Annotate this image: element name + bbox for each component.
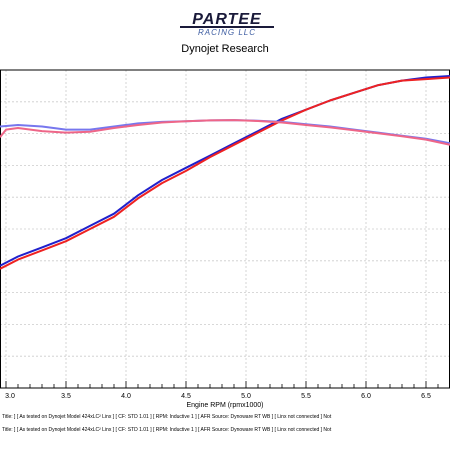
x-tick-label: 5.5 <box>301 393 311 400</box>
header: PARTEE RACING LLC Dynojet Research <box>0 0 450 70</box>
grid <box>0 70 450 388</box>
logo-main-text: PARTEE <box>192 11 262 28</box>
x-axis-title: Engine RPM (rpmx1000) <box>186 402 263 409</box>
series-line-1 <box>0 75 450 267</box>
x-tick-label: 4.5 <box>181 393 191 400</box>
x-tick-label: 5.0 <box>241 393 251 400</box>
x-tick-label: 6.0 <box>361 393 371 400</box>
x-axis-ticks: 3.0 3.5 4.0 4.5 5.0 5.5 6.0 6.5 <box>5 381 450 400</box>
run-info-line-1: Title: ] [ As tested on Dynojet Model 42… <box>2 414 332 420</box>
series-layer <box>0 75 450 270</box>
logo-sub-text: RACING LLC <box>198 28 256 37</box>
x-tick-label: 6.5 <box>421 393 431 400</box>
series-line-4 <box>0 119 450 146</box>
chart-subtitle: Dynojet Research <box>181 43 269 55</box>
series-line-2 <box>0 76 450 270</box>
x-tick-label: 4.0 <box>121 393 131 400</box>
x-tick-label: 3.0 <box>5 393 15 400</box>
x-tick-label: 3.5 <box>61 393 71 400</box>
run-info-line-2: Title: ] [ As tested on Dynojet Model 42… <box>2 427 332 433</box>
chart-svg: 3.0 3.5 4.0 4.5 5.0 5.5 6.0 6.5 Engine RPM (rpm… <box>0 69 450 433</box>
logo-bar <box>180 26 274 28</box>
dyno-chart: 3.0 3.5 4.0 4.5 5.0 5.5 6.0 6.5 Engine RPM (rpm… <box>0 68 450 450</box>
partee-racing-logo: PARTEE RACING LLC <box>180 11 274 37</box>
